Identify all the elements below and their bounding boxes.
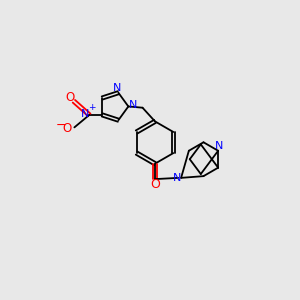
Text: O: O xyxy=(62,122,71,135)
Text: N: N xyxy=(81,109,89,119)
Text: N: N xyxy=(173,173,182,183)
Text: N: N xyxy=(215,141,224,151)
Text: O: O xyxy=(150,178,160,191)
Text: O: O xyxy=(65,91,75,103)
Text: N: N xyxy=(113,83,121,93)
Text: +: + xyxy=(88,103,95,112)
Text: −: − xyxy=(56,119,67,132)
Text: N: N xyxy=(129,100,137,110)
